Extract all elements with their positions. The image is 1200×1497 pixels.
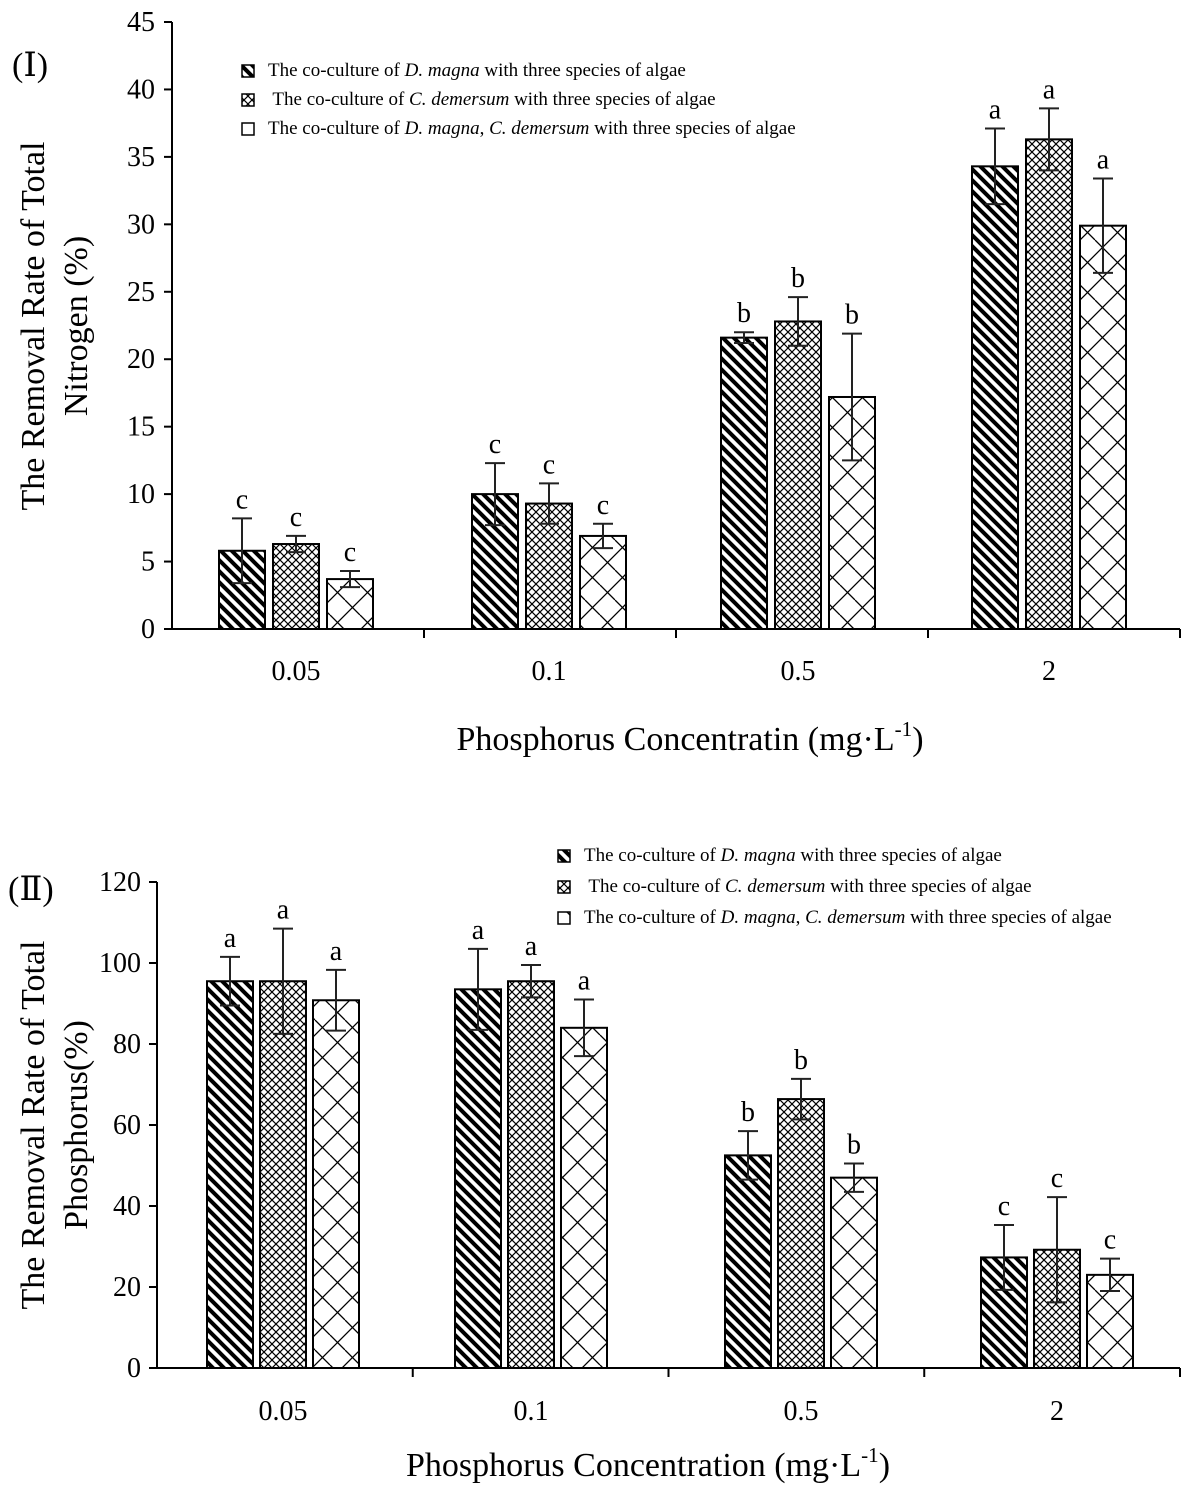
panel-label: (Ⅱ)	[8, 871, 54, 908]
significance-letter: c	[543, 449, 555, 480]
y-tick-label: 80	[113, 1029, 141, 1060]
legend-swatch	[241, 64, 255, 78]
significance-letter: a	[525, 931, 538, 962]
y-tick-label: 60	[113, 1110, 141, 1141]
bar	[218, 549, 266, 631]
x-tick-label: 2	[1042, 656, 1056, 687]
panel-label: (Ⅰ)	[12, 47, 48, 84]
x-tick-label: 0.5	[781, 656, 816, 687]
legend-label: The co-culture of C. demersum with three…	[584, 876, 1032, 897]
bar	[312, 999, 360, 1369]
significance-letter: b	[794, 1045, 808, 1076]
x-tick-label: 0.05	[272, 656, 321, 687]
y-tick-label: 45	[127, 7, 155, 38]
bar	[774, 320, 822, 630]
nitrogen-chart: 0 5 10 15 20 25 30 35 40 45 0.05 0.1 0.5 2 c c b a c c b a c c b…	[12, 7, 1181, 758]
significance-letter: c	[489, 429, 501, 460]
bar	[507, 980, 555, 1369]
significance-letter: a	[578, 965, 591, 996]
x-axis-title: Phosphorus Concentration (mg·L-1)	[406, 1443, 890, 1484]
x-tick-label: 0.5	[784, 1396, 819, 1427]
y-axis-title: Nitrogen (%)	[58, 236, 95, 416]
bar	[971, 165, 1019, 630]
significance-letter: c	[998, 1191, 1010, 1222]
bar	[720, 336, 768, 630]
legend-label: The co-culture of C. demersum with three…	[268, 89, 716, 110]
y-axis-title: Phosphorus(%)	[58, 1020, 95, 1230]
bar	[777, 1098, 825, 1369]
y-tick-label: 15	[127, 412, 155, 443]
y-tick-label: 25	[127, 277, 155, 308]
x-axis-title: Phosphorus Concentratin (mg·L-1)	[456, 717, 923, 758]
y-tick-label: 120	[99, 867, 141, 898]
bar	[1025, 138, 1073, 630]
y-tick-label: 5	[141, 547, 155, 578]
y-tick-label: 0	[141, 614, 155, 645]
legend-label: The co-culture of D. magna, C. demersum …	[584, 907, 1112, 928]
bar	[1079, 224, 1127, 630]
legend-label: The co-culture of D. magna, C. demersum …	[268, 118, 796, 139]
significance-letter: b	[845, 300, 859, 331]
y-tick-label: 100	[99, 948, 141, 979]
significance-letter: c	[1104, 1225, 1116, 1256]
significance-letter: c	[344, 537, 356, 568]
significance-letter: b	[741, 1097, 755, 1128]
y-axis-title: The Removal Rate of Total	[15, 940, 52, 1309]
bar	[272, 543, 320, 631]
legend-label: The co-culture of D. magna with three sp…	[268, 60, 686, 81]
y-tick-label: 20	[127, 344, 155, 375]
legend-swatch	[557, 911, 571, 925]
bar	[454, 988, 502, 1369]
y-axis-title: The Removal Rate of Total	[15, 141, 52, 510]
bar	[560, 1026, 608, 1370]
y-tick-label: 30	[127, 209, 155, 240]
significance-letter: a	[277, 895, 290, 926]
significance-letter: c	[1051, 1163, 1063, 1194]
legend-label: The co-culture of D. magna with three sp…	[584, 845, 1002, 866]
y-tick-label: 20	[113, 1272, 141, 1303]
legend-swatch	[241, 122, 255, 136]
bar	[830, 1176, 878, 1370]
bar	[206, 980, 254, 1369]
y-tick-label: 40	[127, 74, 155, 105]
phosphorus-chart: 0 20 40 60 80 100 120 0.05 0.1 0.5 2 a a b c a a b c a a b c Th…	[8, 845, 1181, 1484]
significance-letter: a	[224, 923, 237, 954]
significance-letter: c	[236, 484, 248, 515]
significance-letter: b	[847, 1129, 861, 1160]
bar	[259, 980, 307, 1369]
significance-letter: b	[791, 263, 805, 294]
significance-letter: a	[1097, 144, 1110, 175]
significance-letter: a	[989, 95, 1002, 126]
x-tick-label: 0.1	[532, 656, 567, 687]
significance-letter: a	[1043, 74, 1056, 105]
significance-letter: c	[290, 502, 302, 533]
x-tick-label: 2	[1050, 1396, 1064, 1427]
y-tick-label: 40	[113, 1191, 141, 1222]
x-tick-label: 0.1	[514, 1396, 549, 1427]
legend-swatch	[241, 93, 255, 107]
legend-swatch	[557, 849, 571, 863]
significance-letter: a	[330, 936, 343, 967]
y-tick-label: 10	[127, 479, 155, 510]
significance-letter: b	[737, 298, 751, 329]
legend-swatch	[557, 880, 571, 894]
y-tick-label: 0	[127, 1353, 141, 1384]
significance-letter: c	[597, 490, 609, 521]
x-tick-label: 0.05	[259, 1396, 308, 1427]
bar	[579, 534, 627, 631]
significance-letter: a	[472, 915, 485, 946]
bar	[724, 1154, 772, 1369]
y-tick-label: 35	[127, 142, 155, 173]
